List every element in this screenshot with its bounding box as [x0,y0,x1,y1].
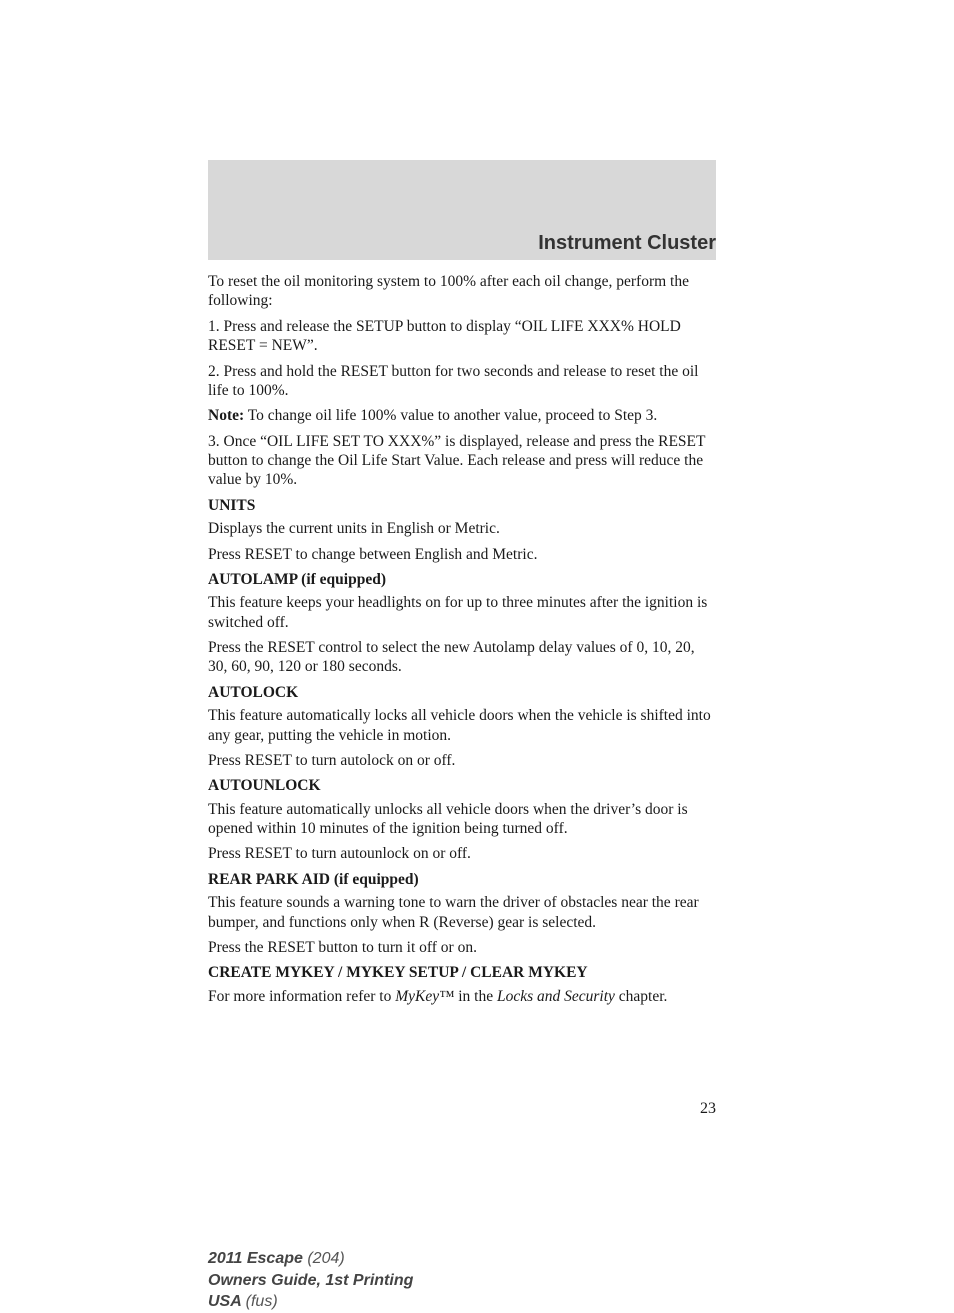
footer-model: 2011 Escape [208,1250,307,1267]
footer-line-1: 2011 Escape (204) [208,1248,413,1270]
note-paragraph: Note: To change oil life 100% value to a… [208,406,716,425]
mykey-post: chapter. [615,988,668,1005]
note-text: To change oil life 100% value to another… [244,407,657,424]
units-p1: Displays the current units in English or… [208,519,716,538]
units-heading: UNITS [208,496,716,515]
step-2: 2. Press and hold the RESET button for t… [208,362,716,401]
mykey-pre: For more information refer to [208,988,395,1005]
step-1: 1. Press and release the SETUP button to… [208,317,716,356]
units-p2: Press RESET to change between English an… [208,545,716,564]
rearpark-p1: This feature sounds a warning tone to wa… [208,893,716,932]
autolamp-p2: Press the RESET control to select the ne… [208,638,716,677]
section-title: Instrument Cluster [538,232,716,255]
rearpark-p2: Press the RESET button to turn it off or… [208,938,716,957]
mykey-paragraph: For more information refer to MyKey™ in … [208,987,716,1006]
mykey-em1: MyKey™ [395,988,454,1005]
rearpark-heading: REAR PARK AID (if equipped) [208,870,716,889]
mykey-em2: Locks and Security [497,988,615,1005]
footer-code: (204) [307,1250,344,1267]
note-label: Note: [208,407,244,424]
autounlock-p1: This feature automatically unlocks all v… [208,800,716,839]
autounlock-heading: AUTOUNLOCK [208,776,716,795]
page-content: To reset the oil monitoring system to 10… [208,272,716,1012]
footer-line-3: USA (fus) [208,1291,413,1313]
mykey-mid: in the [454,988,497,1005]
footer-suffix: (fus) [246,1293,278,1310]
autolock-p1: This feature automatically locks all veh… [208,706,716,745]
autolock-heading: AUTOLOCK [208,683,716,702]
autounlock-p2: Press RESET to turn autounlock on or off… [208,844,716,863]
mykey-heading: CREATE MYKEY / MYKEY SETUP / CLEAR MYKEY [208,963,716,982]
footer: 2011 Escape (204) Owners Guide, 1st Prin… [208,1248,413,1313]
step-3: 3. Once “OIL LIFE SET TO XXX%” is displa… [208,432,716,490]
autolamp-heading: AUTOLAMP (if equipped) [208,570,716,589]
intro-paragraph: To reset the oil monitoring system to 10… [208,272,716,311]
footer-region: USA [208,1293,246,1310]
footer-line-2: Owners Guide, 1st Printing [208,1270,413,1292]
autolamp-p1: This feature keeps your headlights on fo… [208,593,716,632]
autolock-p2: Press RESET to turn autolock on or off. [208,751,716,770]
page-number: 23 [700,1100,716,1118]
